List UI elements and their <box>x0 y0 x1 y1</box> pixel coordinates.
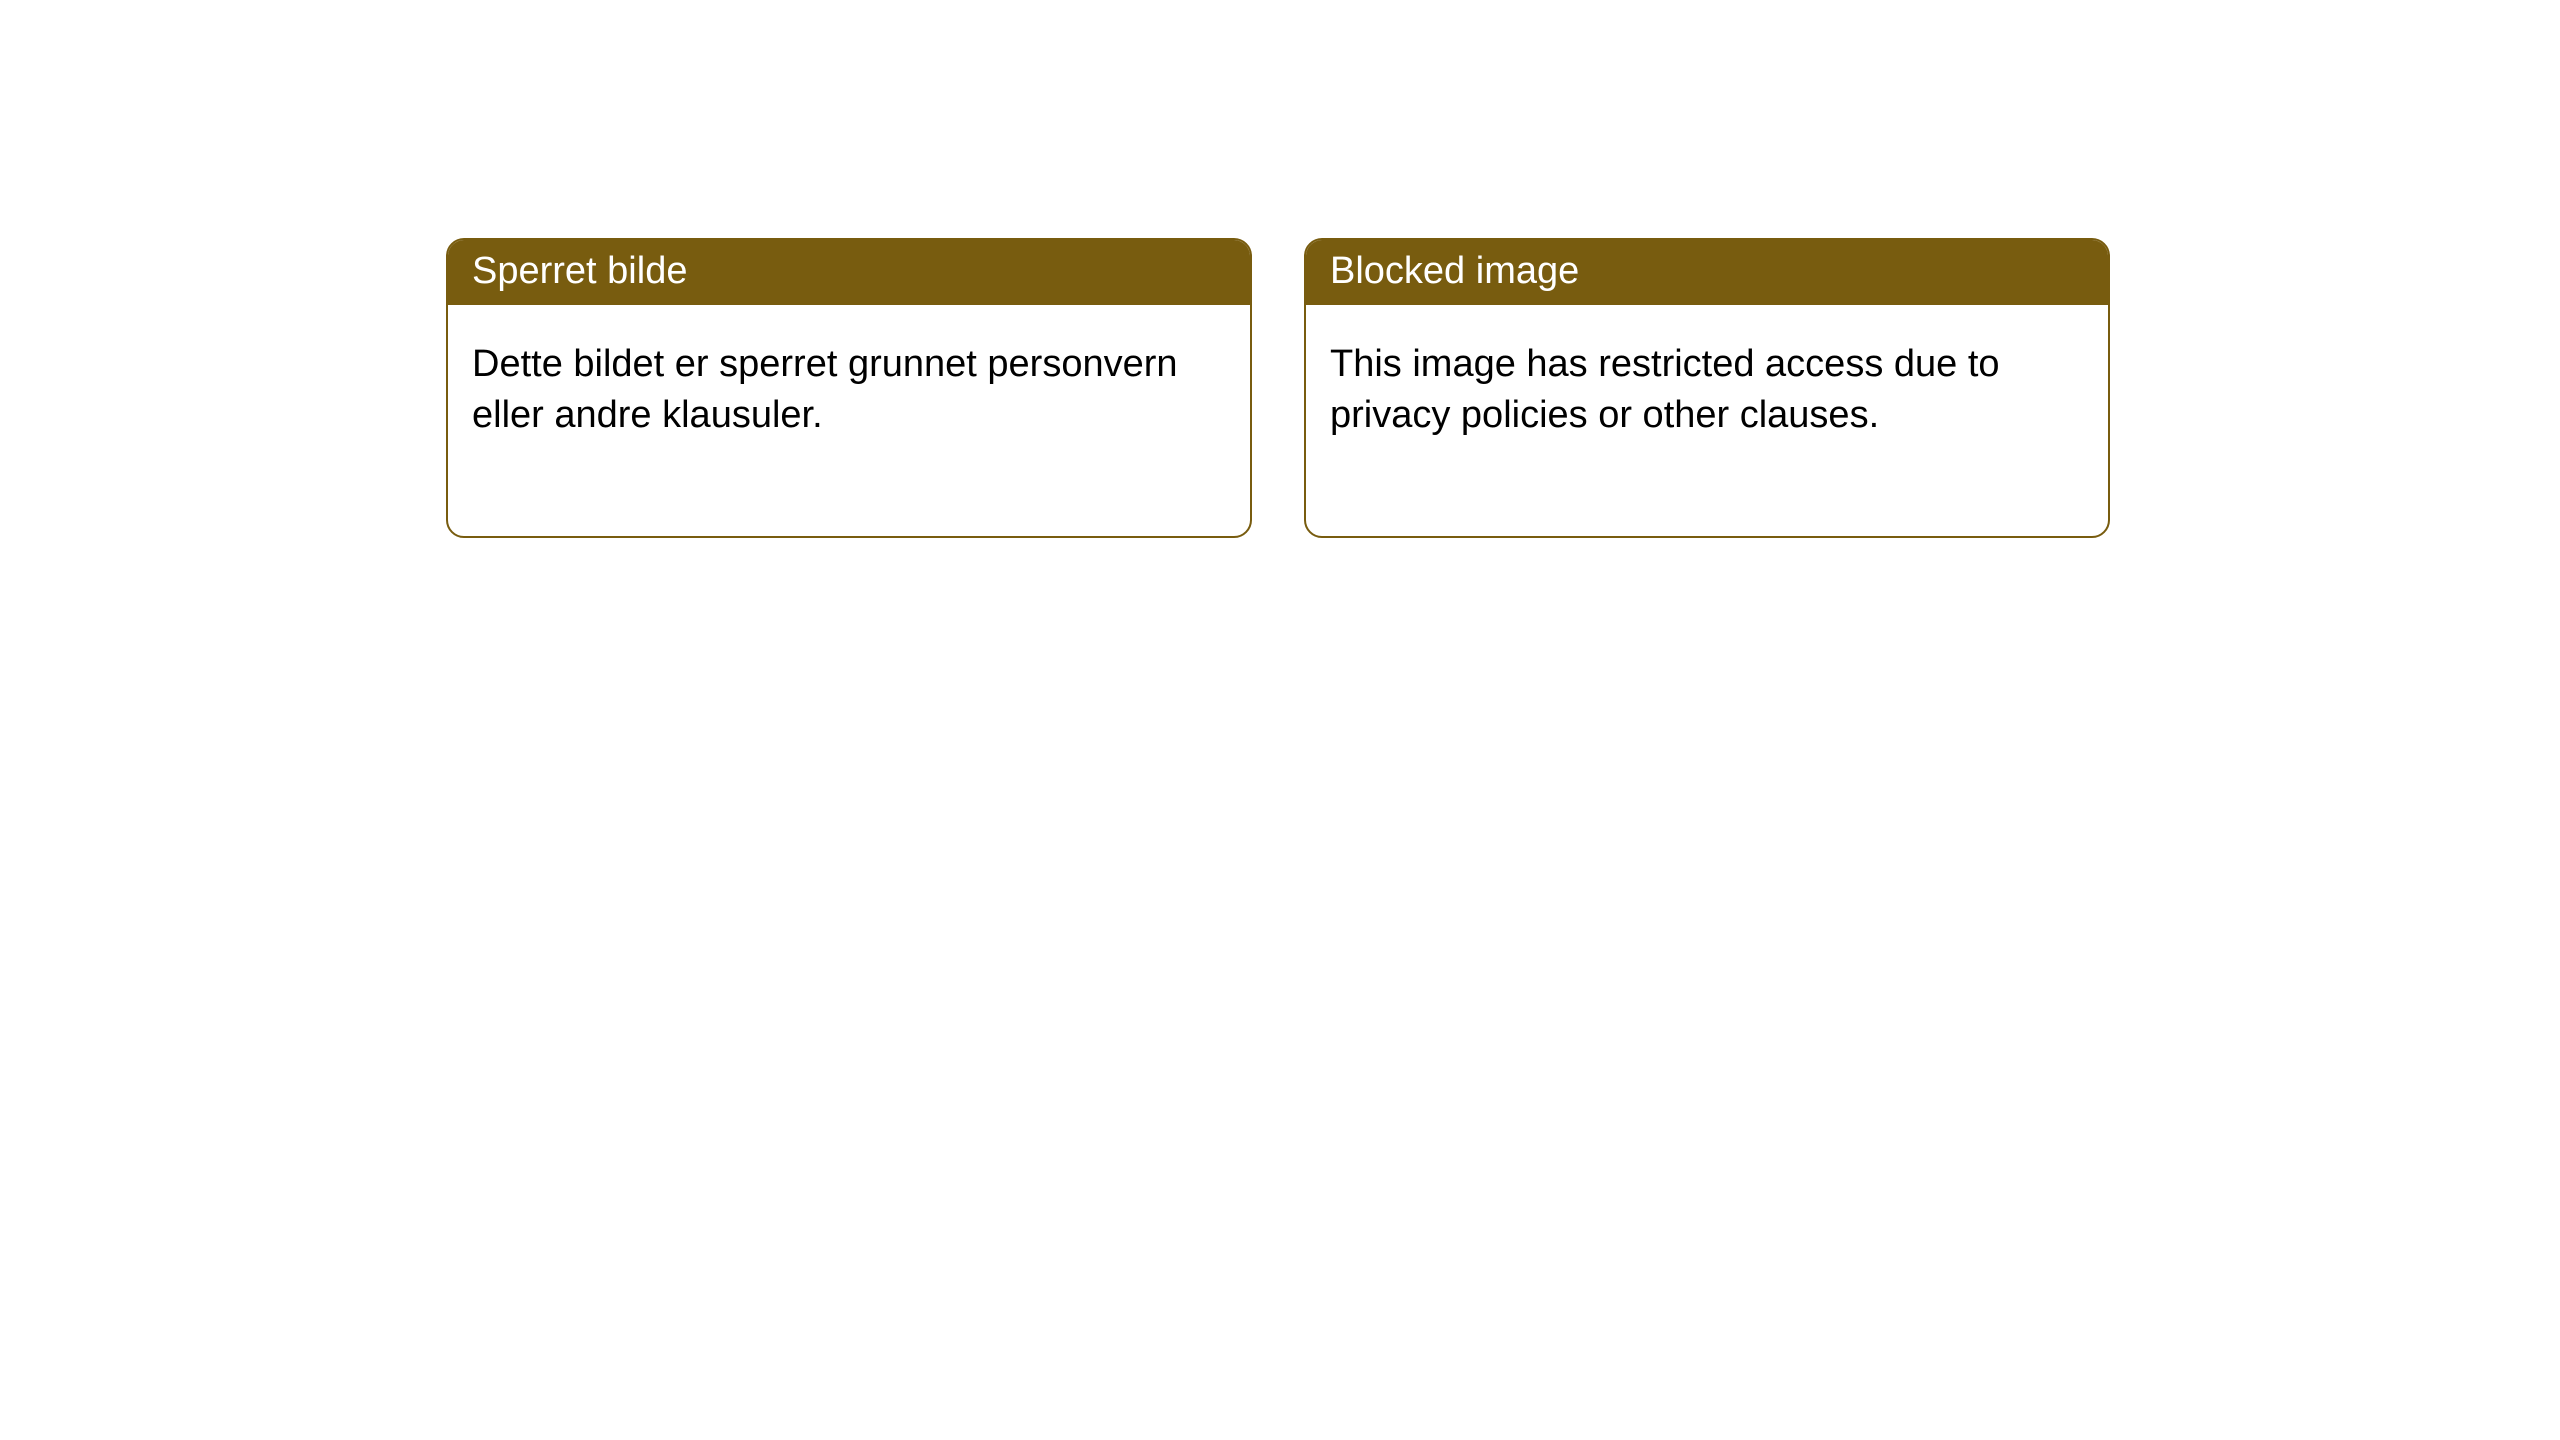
notice-card-norwegian: Sperret bilde Dette bildet er sperret gr… <box>446 238 1252 538</box>
notice-body: Dette bildet er sperret grunnet personve… <box>448 305 1250 536</box>
notice-body: This image has restricted access due to … <box>1306 305 2108 536</box>
notice-container: Sperret bilde Dette bildet er sperret gr… <box>0 0 2560 538</box>
notice-header: Sperret bilde <box>448 240 1250 305</box>
notice-header: Blocked image <box>1306 240 2108 305</box>
notice-card-english: Blocked image This image has restricted … <box>1304 238 2110 538</box>
